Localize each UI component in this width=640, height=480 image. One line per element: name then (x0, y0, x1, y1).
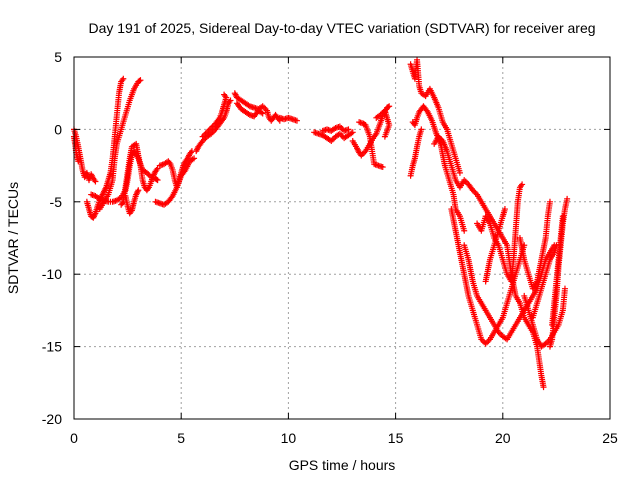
x-axis-label: GPS time / hours (289, 457, 396, 473)
series-track-24 (448, 206, 528, 347)
x-tick-label: 10 (281, 430, 297, 446)
data-point (559, 213, 566, 220)
x-tick-label: 5 (177, 430, 185, 446)
data-point (137, 77, 144, 84)
x-tick-label: 15 (388, 430, 404, 446)
data-point (379, 164, 386, 171)
series-track-22 (407, 126, 425, 179)
data-point (259, 110, 266, 117)
data-point (345, 126, 352, 133)
axis-ticks (73, 56, 611, 420)
data-point (501, 206, 508, 213)
data-point (456, 169, 463, 176)
x-tick-label: 25 (602, 430, 618, 446)
data-point (381, 133, 388, 140)
series-track-30 (529, 242, 560, 321)
data-point (75, 158, 82, 165)
series-track-20 (407, 56, 463, 176)
y-tick-label: -10 (42, 266, 62, 282)
x-tick-label: 20 (495, 430, 511, 446)
series-track-27 (482, 206, 508, 285)
plot-frame (73, 56, 611, 420)
data-point (385, 103, 392, 110)
series-track-26 (474, 181, 526, 285)
series-track-14 (276, 114, 300, 124)
series-track-11 (199, 91, 230, 140)
series-track-10 (193, 97, 234, 155)
y-tick-label: -5 (50, 194, 63, 210)
data-point (540, 384, 547, 391)
series-track-9 (156, 148, 195, 191)
chart-title: Day 191 of 2025, Sidereal Day-to-day VTE… (88, 20, 595, 36)
data-point (136, 77, 143, 84)
data-point (221, 91, 228, 98)
series-track-16 (319, 123, 352, 134)
data-point (564, 195, 571, 202)
data-point (349, 129, 356, 136)
series-track-29 (521, 285, 568, 350)
y-tick-label: 5 (54, 49, 62, 65)
series-track-32 (549, 213, 566, 328)
series-track-13 (233, 100, 266, 120)
data-point (386, 103, 393, 110)
series-track-28 (516, 198, 553, 292)
data-point (227, 97, 234, 104)
series-track-18 (356, 119, 386, 171)
data-point (461, 227, 468, 234)
series-track-7 (122, 187, 142, 217)
x-tick-label: 0 (70, 430, 78, 446)
data-point (154, 177, 161, 184)
y-tick-label: 0 (54, 121, 62, 137)
series-track-15 (311, 129, 356, 144)
data-point (519, 181, 526, 188)
series-track-1 (71, 126, 99, 185)
data-point (293, 117, 300, 124)
data-point (135, 187, 142, 194)
data-point (418, 126, 425, 133)
series-track-19 (373, 107, 393, 140)
series-track-5 (96, 77, 144, 213)
data-marks (71, 56, 571, 391)
series-track-6 (118, 140, 161, 208)
y-tick-label: -20 (42, 411, 62, 427)
data-point (546, 198, 553, 205)
data-point (191, 155, 198, 162)
y-tick-label: -15 (42, 339, 62, 355)
data-point (92, 178, 99, 185)
data-point (561, 285, 568, 292)
y-axis-label: SDTVAR / TECUs (5, 182, 21, 294)
data-point (120, 75, 127, 82)
axis-tick-labels: 0 5 10 15 20 25 5 0 -5 -10 -15 -20 (42, 49, 618, 446)
